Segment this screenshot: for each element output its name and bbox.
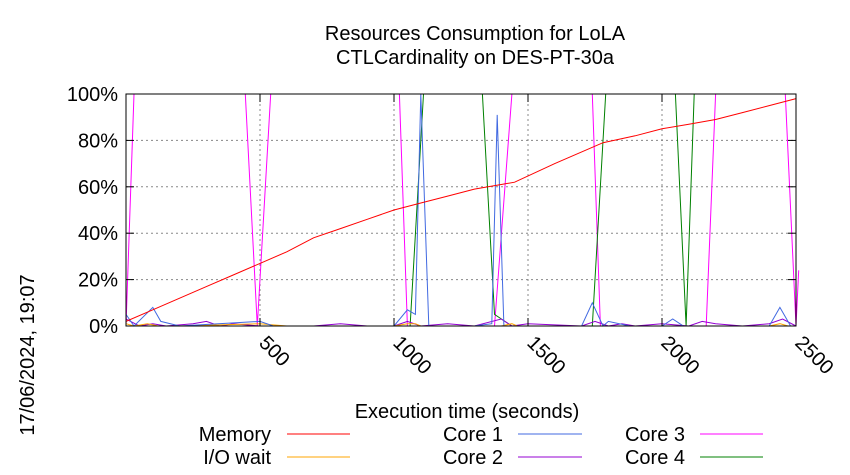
x-tick-label: 500 xyxy=(254,332,293,371)
legend-label-core-4: Core 4 xyxy=(625,447,685,469)
legend-label-core-2: Core 2 xyxy=(443,447,503,469)
y-tick-label: 80% xyxy=(78,130,118,152)
legend-label-i-o-wait: I/O wait xyxy=(203,447,271,469)
y-axis: 0% 20% 40% 60% 80% 100% xyxy=(67,84,796,338)
x-tick-label: 1000 xyxy=(388,332,435,379)
y-tick-label: 0% xyxy=(89,316,118,338)
x-axis-label: Execution time (seconds) xyxy=(355,401,580,423)
y-tick-label: 20% xyxy=(78,270,118,292)
plot-frame xyxy=(125,93,797,327)
y-tick-label: 60% xyxy=(78,177,118,199)
series-line-core-1 xyxy=(125,93,796,327)
grid xyxy=(126,94,796,326)
series-layer xyxy=(125,93,800,327)
series-line-core-3 xyxy=(125,93,800,327)
legend-label-core-1: Core 1 xyxy=(443,424,503,446)
legend-label-memory: Memory xyxy=(199,424,271,446)
series-line-memory xyxy=(125,98,797,322)
y-tick-label: 40% xyxy=(78,223,118,245)
chart-title: Resources Consumption for LoLA xyxy=(325,23,626,45)
x-tick-label: 2000 xyxy=(656,332,703,379)
x-tick-label: 2500 xyxy=(790,332,837,379)
timestamp: 17/06/2024, 19:07 xyxy=(17,274,39,435)
x-axis: 500 1000 1500 2000 2500 xyxy=(254,94,837,379)
series-line-core-4 xyxy=(126,93,796,327)
chart-subtitle: CTLCardinality on DES-PT-30a xyxy=(336,47,615,69)
legend-label-core-3: Core 3 xyxy=(625,424,685,446)
x-tick-label: 1500 xyxy=(522,332,569,379)
y-tick-label: 100% xyxy=(67,84,118,106)
